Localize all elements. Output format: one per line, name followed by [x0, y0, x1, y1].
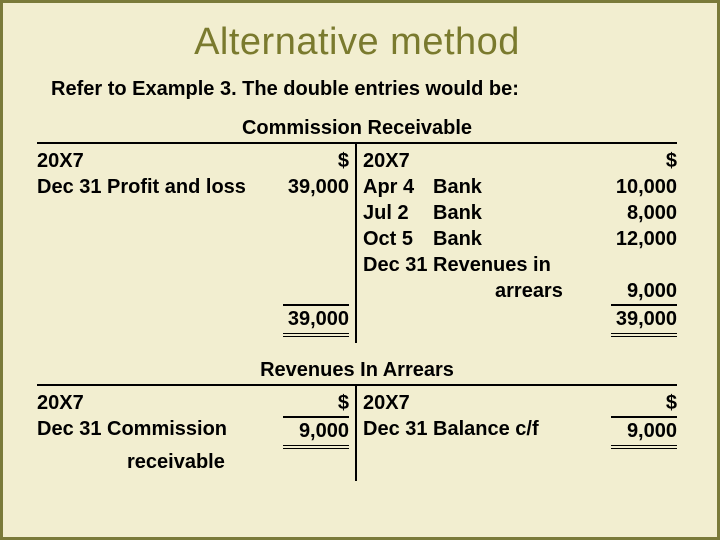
credit-side: 20X7 $ Dec 31 Balance c/f 9,000	[357, 386, 677, 481]
ledger-row: Dec 31 Profit and loss 39,000	[37, 174, 349, 200]
credit-side: 20X7 $ Apr 4 Bank 10,000 Jul 2 Bank 8,00…	[357, 144, 677, 343]
entry-date: Dec 31	[37, 416, 107, 442]
entry-date: Dec 31	[37, 174, 107, 200]
ledger-row: Apr 4 Bank 10,000	[363, 174, 677, 200]
ledger-row: arrears 9,000	[363, 278, 677, 304]
entry-date: Apr 4	[363, 174, 433, 200]
ledger-row: Oct 5 Bank 12,000	[363, 226, 677, 252]
entry-desc: Commission	[107, 416, 271, 442]
ledger-row: Jul 2 Bank 8,000	[363, 200, 677, 226]
ledger-row: Dec 31 Commission 9,000	[37, 416, 349, 449]
entry-desc: Bank	[433, 200, 599, 226]
entry-amount: 9,000	[611, 416, 677, 449]
entry-desc: Bank	[433, 226, 599, 252]
entry-date: Jul 2	[363, 200, 433, 226]
debit-side: 20X7 $ Dec 31 Commission 9,000 receivabl…	[37, 386, 357, 481]
debit-year: 20X7	[37, 390, 107, 416]
entry-date: Dec 31	[363, 416, 433, 442]
credit-year: 20X7	[363, 390, 433, 416]
currency-symbol: $	[599, 390, 677, 416]
entry-desc: Bank	[433, 174, 599, 200]
credit-total: 39,000	[611, 304, 677, 337]
entry-date: Oct 5	[363, 226, 433, 252]
entry-amount: 9,000	[283, 416, 349, 449]
account-title-0: Commission Receivable	[37, 117, 677, 140]
entry-date: Dec 31	[363, 252, 433, 278]
debit-year: 20X7	[37, 148, 107, 174]
entry-amount: 39,000	[271, 174, 349, 200]
entry-desc-continuation: receivable	[107, 449, 271, 475]
credit-year: 20X7	[363, 148, 433, 174]
t-account-revenues-in-arrears: 20X7 $ Dec 31 Commission 9,000 receivabl…	[37, 384, 677, 481]
currency-symbol: $	[599, 148, 677, 174]
currency-symbol: $	[271, 390, 349, 416]
subtitle: Refer to Example 3. The double entries w…	[51, 78, 677, 101]
currency-symbol: $	[271, 148, 349, 174]
ledger-row: Dec 31 Revenues in	[363, 252, 677, 278]
page-title: Alternative method	[37, 21, 677, 64]
ledger-row: receivable	[37, 449, 349, 475]
entry-amount: 8,000	[599, 200, 677, 226]
entry-amount: 10,000	[599, 174, 677, 200]
entry-desc: Profit and loss	[107, 174, 271, 200]
entry-desc: Revenues in	[433, 252, 599, 278]
debit-total: 39,000	[283, 304, 349, 337]
entry-desc: Balance c/f	[433, 416, 599, 442]
debit-side: 20X7 $ Dec 31 Profit and loss 39,000 39,…	[37, 144, 357, 343]
entry-amount: 12,000	[599, 226, 677, 252]
t-account-commission-receivable: 20X7 $ Dec 31 Profit and loss 39,000 39,…	[37, 142, 677, 343]
entry-amount: 9,000	[611, 278, 677, 304]
ledger-row: Dec 31 Balance c/f 9,000	[363, 416, 677, 449]
entry-desc-continuation: arrears	[433, 278, 599, 304]
account-title-1: Revenues In Arrears	[37, 359, 677, 382]
